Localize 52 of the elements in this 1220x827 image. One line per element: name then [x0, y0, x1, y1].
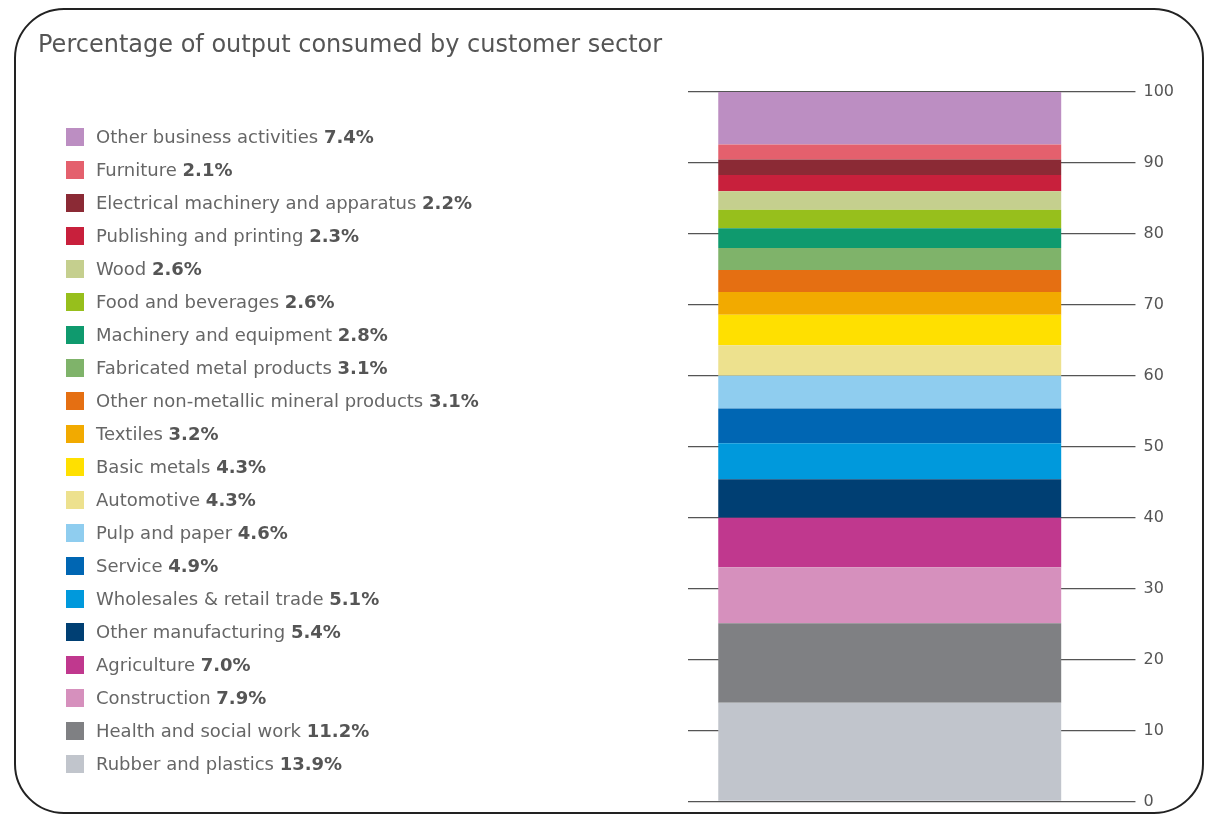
legend-label: Automotive 4.3% — [96, 489, 256, 510]
bar — [718, 191, 1062, 210]
bar — [718, 209, 1062, 229]
legend-label: Furniture 2.1% — [96, 159, 233, 180]
legend-label: Pulp and paper 4.6% — [96, 522, 288, 543]
bar — [718, 175, 1062, 192]
legend-label: Basic metals 4.3% — [96, 456, 267, 477]
y-tick-label: 100 — [1143, 81, 1175, 101]
y-tick-label: 80 — [1143, 223, 1164, 243]
bar — [718, 479, 1062, 518]
y-tick-label: 10 — [1143, 719, 1164, 739]
bar — [718, 248, 1062, 271]
legend-label: Electrical machinery and apparatus 2.2% — [96, 192, 472, 213]
y-tick-label: 20 — [1143, 648, 1164, 668]
bar — [718, 345, 1062, 376]
bar — [718, 159, 1062, 175]
legend-label: Other manufacturing 5.4% — [96, 621, 341, 642]
text: Percentage of output consumed by customer sector — [38, 30, 663, 58]
legend-label: Textiles 3.2% — [96, 423, 219, 444]
y-tick-label: 50 — [1143, 435, 1164, 455]
legend-label: Other non-metallic mineral products 3.1% — [96, 390, 479, 411]
legend-label: Fabricated metal products 3.1% — [96, 357, 388, 378]
legend-label: Other business activities 7.4% — [96, 126, 374, 147]
y-tick-label: 0 — [1143, 790, 1154, 810]
legend-label: Machinery and equipment 2.8% — [96, 324, 388, 345]
bar — [718, 702, 1062, 801]
legend-label: Construction 7.9% — [96, 687, 267, 708]
bar — [718, 623, 1062, 703]
y-tick-label: 90 — [1143, 152, 1164, 172]
bar — [718, 228, 1062, 249]
bar — [718, 314, 1062, 346]
bar — [718, 517, 1062, 568]
bar — [718, 443, 1062, 480]
legend-label: Service 4.9% — [96, 555, 219, 576]
bar — [718, 270, 1062, 293]
y-tick-label: 30 — [1143, 577, 1164, 597]
legend-label: Food and beverages 2.6% — [96, 291, 335, 312]
bar — [718, 144, 1062, 160]
bar — [718, 375, 1062, 409]
bar — [718, 292, 1062, 315]
legend-label: Wood 2.6% — [96, 258, 202, 279]
y-tick-label: 70 — [1143, 293, 1164, 313]
bar — [718, 408, 1062, 444]
y-tick-label: 60 — [1143, 364, 1164, 384]
bar — [718, 567, 1062, 624]
bar — [718, 92, 1062, 145]
legend-label: Agriculture 7.0% — [96, 654, 251, 675]
legend-label: Rubber and plastics 13.9% — [96, 753, 343, 774]
legend-label: Wholesales & retail trade 5.1% — [96, 588, 380, 609]
y-tick-label: 40 — [1143, 506, 1164, 526]
legend-label: Health and social work 11.2% — [96, 720, 370, 741]
legend-label: Publishing and printing 2.3% — [96, 225, 360, 246]
